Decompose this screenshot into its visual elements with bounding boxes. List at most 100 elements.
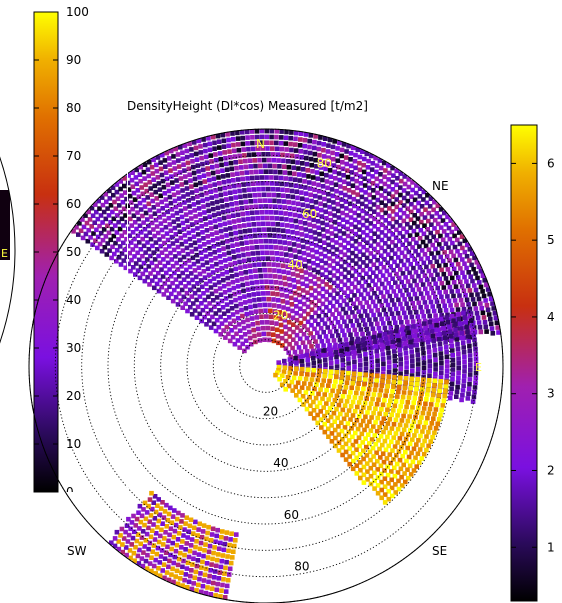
- heatmap-cell: [405, 400, 411, 405]
- heatmap-cell: [110, 244, 115, 250]
- heatmap-cell: [400, 394, 406, 400]
- heatmap-cell: [293, 136, 298, 142]
- heatmap-cell: [439, 312, 444, 318]
- heatmap-cell: [407, 233, 413, 238]
- chart-title: DensityHeight (Dl*cos) Measured [t/m2]: [127, 99, 368, 113]
- heatmap-cell: [344, 161, 350, 167]
- heatmap-cell: [196, 552, 202, 557]
- heatmap-cell: [401, 203, 407, 208]
- heatmap-cell: [90, 242, 95, 247]
- heatmap-cell: [382, 285, 388, 291]
- heatmap-cell: [437, 276, 442, 282]
- heatmap-cell: [361, 405, 366, 410]
- heatmap-cell: [373, 344, 379, 349]
- heatmap-cell: [386, 244, 391, 249]
- heatmap-cell: [327, 211, 333, 216]
- heatmap-cell: [374, 450, 379, 456]
- heatmap-cell: [238, 271, 244, 276]
- heatmap-cell: [433, 371, 438, 377]
- heatmap-cell: [219, 162, 224, 168]
- heatmap-cell: [147, 179, 152, 185]
- direction-label-n: N: [256, 137, 265, 151]
- heatmap-cell: [458, 297, 464, 303]
- heatmap-cell: [231, 178, 236, 183]
- heatmap-cell: [319, 317, 325, 323]
- heatmap-cell: [411, 446, 417, 452]
- heatmap-cell: [235, 242, 240, 247]
- heatmap-cell: [397, 380, 403, 385]
- heatmap-cell: [457, 253, 463, 258]
- heatmap-cell: [203, 542, 208, 547]
- heatmap-cell: [220, 240, 225, 246]
- heatmap-cell: [390, 194, 396, 199]
- heatmap-cell: [259, 244, 264, 250]
- heatmap-cell: [309, 322, 314, 328]
- heatmap-cell: [288, 182, 294, 188]
- heatmap-cell: [287, 370, 293, 376]
- heatmap-cell: [217, 217, 222, 222]
- heatmap-cell: [147, 519, 152, 524]
- heatmap-cell: [363, 190, 368, 195]
- heatmap-cell: [126, 516, 131, 522]
- background-direction-label-e: E: [1, 247, 8, 260]
- heatmap-cell: [360, 208, 365, 214]
- heatmap-cell: [282, 317, 288, 323]
- heatmap-cell: [271, 297, 276, 302]
- heatmap-cell: [435, 285, 440, 291]
- heatmap-cell: [184, 154, 190, 160]
- heatmap-cell: [289, 259, 294, 264]
- heatmap-cell: [233, 195, 238, 200]
- heatmap-cell: [376, 219, 381, 225]
- heatmap-cell: [350, 183, 356, 188]
- heatmap-cell: [186, 579, 192, 585]
- heatmap-cell: [229, 237, 235, 243]
- heatmap-cell: [158, 193, 163, 199]
- heatmap-cell: [386, 350, 391, 356]
- heatmap-cell: [328, 217, 334, 223]
- heatmap-cell: [131, 550, 137, 556]
- heatmap-cell: [374, 429, 380, 434]
- heatmap-cell: [346, 361, 351, 366]
- heatmap-cell: [149, 260, 155, 266]
- heatmap-cell: [467, 348, 473, 354]
- heatmap-cell: [439, 360, 444, 366]
- heatmap-cell: [184, 585, 190, 590]
- heatmap-cell: [358, 292, 364, 297]
- heatmap-cell: [319, 338, 325, 344]
- heatmap-cell: [218, 192, 224, 198]
- heatmap-cell: [323, 260, 329, 266]
- heatmap-cell: [346, 278, 351, 283]
- heatmap-cell: [175, 217, 181, 222]
- heatmap-cell: [206, 294, 211, 300]
- heatmap-cell: [442, 210, 447, 216]
- heatmap-cell: [393, 280, 398, 285]
- heatmap-cell: [425, 309, 431, 314]
- heatmap-cell: [162, 509, 168, 514]
- heatmap-cell: [411, 400, 416, 406]
- heatmap-cell: [374, 176, 380, 182]
- heatmap-cell: [422, 318, 428, 324]
- heatmap-cell: [256, 186, 261, 192]
- heatmap-cell: [314, 170, 320, 175]
- heatmap-cell: [404, 404, 409, 410]
- heatmap-cell: [408, 386, 413, 391]
- heatmap-cell: [199, 565, 204, 570]
- heatmap-cell: [327, 161, 332, 167]
- heatmap-cell: [398, 371, 403, 376]
- heatmap-cell: [261, 152, 266, 157]
- heatmap-cell: [360, 149, 365, 154]
- heatmap-cell: [178, 298, 184, 303]
- heatmap-cell: [200, 262, 206, 268]
- heatmap-cell: [352, 217, 358, 223]
- heatmap-cell: [187, 236, 193, 242]
- heatmap-cell: [234, 206, 240, 212]
- heatmap-cell: [363, 361, 369, 366]
- heatmap-cell: [426, 218, 431, 224]
- heatmap-cell: [396, 275, 402, 281]
- heatmap-cell: [350, 345, 355, 350]
- heatmap-cell: [475, 292, 480, 297]
- heatmap-cell: [376, 438, 381, 443]
- heatmap-cell: [350, 413, 356, 418]
- heatmap-cell: [89, 224, 94, 229]
- colorbar-tick-label: 3: [547, 387, 555, 401]
